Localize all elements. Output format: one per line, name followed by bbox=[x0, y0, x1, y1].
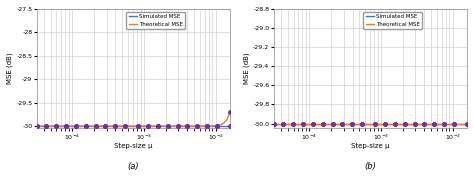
Legend: Simulated MSE, Theoretical MSE: Simulated MSE, Theoretical MSE bbox=[364, 12, 422, 29]
Text: (a): (a) bbox=[128, 162, 139, 171]
Y-axis label: MSE (dB): MSE (dB) bbox=[7, 53, 13, 84]
Y-axis label: MSE (dB): MSE (dB) bbox=[244, 53, 250, 84]
Text: (b): (b) bbox=[365, 162, 376, 171]
X-axis label: Step-size μ: Step-size μ bbox=[114, 143, 153, 149]
X-axis label: Step-size μ: Step-size μ bbox=[351, 143, 390, 149]
Legend: Simulated MSE, Theoretical MSE: Simulated MSE, Theoretical MSE bbox=[127, 12, 185, 29]
